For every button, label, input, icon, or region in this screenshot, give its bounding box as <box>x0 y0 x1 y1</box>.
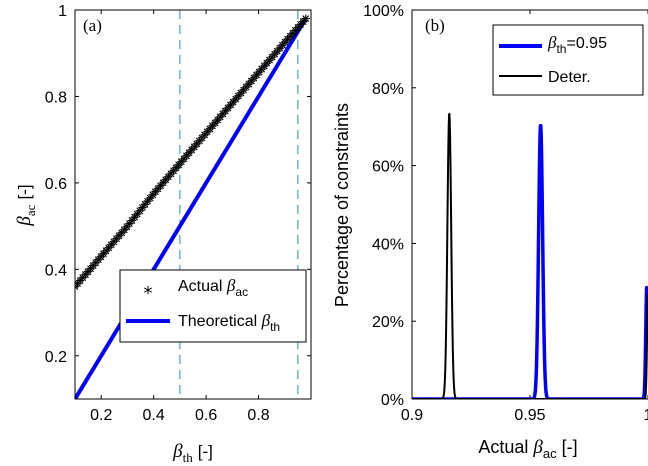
panel-a-series <box>75 14 310 399</box>
legend-marker-actual: * <box>144 283 153 304</box>
panel-b-legend-box <box>492 24 644 96</box>
a-ytick-label: 0.2 <box>45 349 67 366</box>
panel-b-series <box>412 112 648 399</box>
b-xtick-label: 0.9 <box>401 407 423 424</box>
deter-curve <box>412 112 648 399</box>
panel-a-axes-box <box>74 9 312 400</box>
b-ytick-label: 20% <box>372 314 404 331</box>
panel-a-y-axis-label: βac[-] <box>14 184 38 226</box>
legend-label-actual: Actual βac <box>178 276 248 299</box>
panel-b-y-axis-label: Percentage of constraints <box>332 103 352 307</box>
panel-a-x-ticks: 0.2 0.4 0.6 0.8 <box>90 10 270 424</box>
a-ytick-label: 1 <box>58 3 67 20</box>
panel-a: 0.2 0.4 0.6 0.8 0.2 0.4 0.6 0.8 1 (a) βth [-] βa… <box>14 3 312 465</box>
panel-a-y-ticks: 0.2 0.4 0.6 0.8 1 <box>45 3 311 366</box>
b-ytick-label: 40% <box>372 236 404 253</box>
a-xtick-label: 0.4 <box>143 407 165 424</box>
b-ytick-label: 0% <box>381 392 404 409</box>
a-xtick-label: 0.8 <box>247 407 269 424</box>
a-ytick-label: 0.4 <box>45 262 67 279</box>
b-ytick-label: 60% <box>372 159 404 176</box>
panel-b: 0.9 0.95 1 0% 20% 40% 60% 80% 100% (b) Actual β… <box>332 3 648 461</box>
legend-label-beta-th: βth=0.95 <box>547 33 607 56</box>
a-xtick-label: 0.6 <box>195 407 217 424</box>
panel-b-x-axis-label: Actual βac [-] <box>478 437 577 461</box>
legend-label-deter: Deter. <box>548 69 591 86</box>
legend-label-theoretical: Theoretical βth <box>178 311 280 334</box>
panel-a-legend: * Actual βac Theoretical βth <box>119 269 307 343</box>
a-ytick-label: 0.6 <box>45 176 67 193</box>
panel-a-label: (a) <box>83 16 102 35</box>
b-ytick-label: 100% <box>363 3 404 20</box>
vertical-reference-lines <box>179 10 299 399</box>
actual-marker <box>301 14 310 23</box>
theoretical-line <box>75 17 308 399</box>
b-xtick-label: 0.95 <box>514 407 545 424</box>
panel-b-label: (b) <box>425 16 445 35</box>
panel-b-legend: βth=0.95 Deter. <box>492 24 644 96</box>
panel-a-legend-box <box>119 269 307 343</box>
panel-a-x-axis-label: βth [-] <box>172 441 213 465</box>
panel-b-y-ticks: 0% 20% 40% 60% 80% 100% <box>363 3 416 409</box>
b-ytick-label: 80% <box>372 81 404 98</box>
a-ytick-label: 0.8 <box>45 89 67 106</box>
a-xtick-label: 0.2 <box>90 407 112 424</box>
b-xtick-label: 1 <box>644 407 648 424</box>
panel-b-x-ticks: 0.9 0.95 1 <box>401 10 648 424</box>
